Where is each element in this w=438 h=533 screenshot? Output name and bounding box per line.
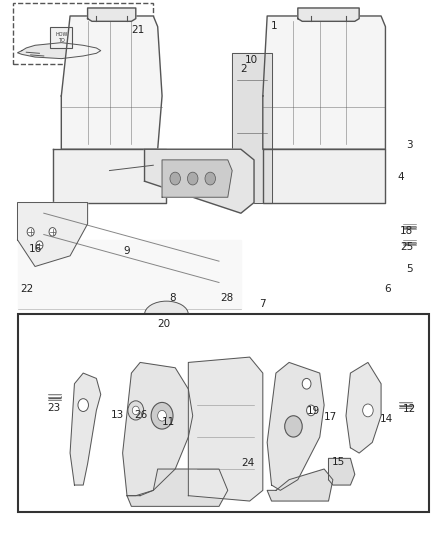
- Circle shape: [170, 172, 180, 185]
- Text: 5: 5: [406, 264, 413, 273]
- Polygon shape: [267, 469, 333, 501]
- Text: 10: 10: [245, 55, 258, 64]
- Circle shape: [363, 404, 373, 417]
- Polygon shape: [70, 373, 101, 485]
- Polygon shape: [298, 8, 359, 21]
- Text: 21: 21: [131, 25, 145, 35]
- Polygon shape: [162, 160, 232, 197]
- Polygon shape: [127, 469, 228, 506]
- FancyBboxPatch shape: [50, 27, 72, 48]
- Polygon shape: [328, 458, 355, 485]
- Polygon shape: [267, 362, 324, 490]
- Ellipse shape: [145, 301, 188, 328]
- Circle shape: [187, 172, 198, 185]
- Circle shape: [78, 399, 88, 411]
- Polygon shape: [88, 8, 136, 21]
- Circle shape: [128, 401, 144, 420]
- Text: 13: 13: [111, 410, 124, 419]
- Polygon shape: [61, 16, 162, 149]
- Text: HOW
TO: HOW TO: [55, 32, 67, 43]
- Polygon shape: [18, 43, 101, 59]
- Polygon shape: [188, 357, 263, 501]
- Text: 3: 3: [406, 140, 413, 150]
- Circle shape: [132, 406, 139, 415]
- Text: 7: 7: [259, 299, 266, 309]
- Text: 12: 12: [403, 405, 416, 414]
- Circle shape: [49, 228, 56, 236]
- Text: 2: 2: [240, 64, 247, 74]
- Polygon shape: [53, 149, 166, 203]
- Polygon shape: [123, 362, 193, 496]
- Text: 20: 20: [157, 319, 170, 328]
- Bar: [13, 3, 153, 64]
- Circle shape: [205, 172, 215, 185]
- Text: 11: 11: [162, 417, 175, 427]
- Text: 28: 28: [220, 294, 233, 303]
- Text: 4: 4: [397, 173, 404, 182]
- Circle shape: [151, 402, 173, 429]
- Text: 17: 17: [324, 412, 337, 422]
- Text: 26: 26: [134, 410, 148, 419]
- Text: 23: 23: [47, 403, 60, 413]
- Text: 22: 22: [21, 284, 34, 294]
- Text: 24: 24: [241, 458, 254, 467]
- Circle shape: [158, 410, 166, 421]
- Text: 18: 18: [400, 226, 413, 236]
- Circle shape: [302, 378, 311, 389]
- Polygon shape: [18, 240, 241, 309]
- Text: 25: 25: [400, 243, 413, 252]
- Text: 16: 16: [29, 244, 42, 254]
- Text: 8: 8: [170, 294, 177, 303]
- Text: 1: 1: [270, 21, 277, 30]
- Circle shape: [27, 228, 34, 236]
- Circle shape: [36, 241, 43, 249]
- Polygon shape: [145, 149, 254, 213]
- Text: 15: 15: [332, 457, 345, 467]
- Bar: [18, 314, 429, 512]
- Text: 9: 9: [124, 246, 131, 255]
- Circle shape: [285, 416, 302, 437]
- Polygon shape: [263, 149, 385, 203]
- Polygon shape: [18, 203, 88, 266]
- Polygon shape: [263, 16, 385, 149]
- Polygon shape: [232, 53, 272, 203]
- Circle shape: [307, 405, 315, 416]
- Text: 19: 19: [307, 407, 320, 416]
- Text: 6: 6: [384, 284, 391, 294]
- Polygon shape: [346, 362, 381, 453]
- Text: 14: 14: [380, 415, 393, 424]
